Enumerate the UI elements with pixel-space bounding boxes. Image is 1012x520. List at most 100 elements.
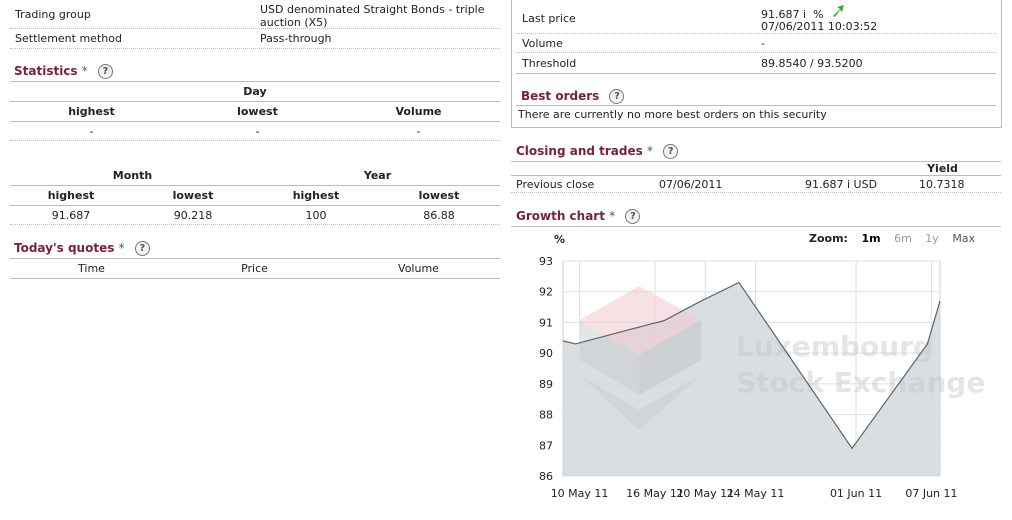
last-price-row: Last price 91.687 i % 07/06/2011 10:03:5… [516, 4, 996, 34]
previous-close-label: Previous close [516, 178, 595, 191]
x-tick-label: 07 Jun 11 [905, 487, 957, 500]
chart-unit-label: % [554, 233, 566, 246]
statistics-title: Statistics [14, 64, 78, 78]
zoom-1m-button[interactable]: 1m [861, 232, 881, 245]
day-col-highest: highest [68, 105, 115, 118]
closing-star: * [646, 144, 653, 158]
quotes-header-rule [10, 278, 500, 279]
help-icon[interactable]: ? [625, 209, 641, 224]
growth-star: * [609, 209, 616, 223]
closing-header-rule [511, 175, 1001, 176]
day-rule [10, 101, 500, 102]
yield-header: Yield [927, 162, 958, 175]
watermark-text-1: Luxembourg [736, 330, 933, 363]
volume-row: Volume - [516, 35, 996, 53]
best-orders-text: There are currently no more best orders … [518, 108, 827, 121]
day-val-highest: - [89, 125, 94, 138]
growth-chart: Luxembourg Stock Exchange 93 92 91 90 89 88 87… [539, 255, 985, 500]
volume-label: Volume [522, 37, 563, 50]
closing-heading: Closing and trades * ? [516, 144, 679, 159]
statistics-star: * [81, 64, 88, 78]
market-box [511, 0, 1002, 128]
previous-close-date: 07/06/2011 [659, 178, 723, 191]
x-tick-label: 01 Jun 11 [830, 487, 882, 500]
month-val-lowest: 90.218 [173, 209, 213, 222]
zoom-max-button[interactable]: Max [952, 232, 976, 245]
previous-close-yield: 10.7318 [919, 178, 965, 191]
y-tick-label: 90 [539, 347, 553, 360]
quotes-col-volume: Volume [398, 262, 439, 275]
y-tick-label: 89 [539, 378, 553, 391]
month-col-highest: highest [47, 189, 95, 202]
last-price-label: Last price [522, 12, 576, 25]
growth-rule [511, 226, 1001, 227]
year-val-lowest: 86.88 [423, 209, 455, 222]
year-label: Year [363, 169, 392, 182]
settlement-value: Pass-through [260, 32, 332, 45]
y-tick-label: 93 [539, 255, 553, 268]
quotes-star: * [118, 241, 125, 255]
day-label: Day [243, 85, 267, 98]
year-val-highest: 100 [305, 209, 327, 222]
statistics-rule [10, 81, 500, 82]
help-icon[interactable]: ? [134, 241, 150, 256]
month-col-lowest: lowest [172, 189, 214, 202]
y-tick-label: 87 [539, 439, 553, 452]
closing-title: Closing and trades [516, 144, 643, 158]
day-col-volume: Volume [395, 105, 442, 118]
series-line [562, 281, 941, 450]
month-val-highest: 91.687 [51, 209, 91, 222]
watermark-text-2: Stock Exchange [736, 366, 985, 399]
previous-close-price: 91.687 i USD [805, 178, 878, 191]
y-tick-label: 92 [539, 286, 553, 299]
zoom-bar: Zoom: 1m 6m 1y Max [809, 232, 975, 245]
previous-close-row: Previous close 07/06/2011 91.687 i USD 1… [511, 176, 1001, 193]
x-tick-label: 20 May 11 [676, 487, 734, 500]
month-year-rule [10, 185, 500, 186]
help-icon[interactable]: ? [609, 89, 625, 104]
best-orders-heading: Best orders ? [521, 89, 625, 104]
x-tick-label: 16 May 11 [626, 487, 684, 500]
x-tick-label: 10 May 11 [551, 487, 609, 500]
zoom-label: Zoom: [809, 232, 848, 245]
day-col-lowest: lowest [237, 105, 278, 118]
threshold-value: 89.8540 / 93.5200 [761, 57, 863, 70]
quotes-title: Today's quotes [14, 241, 115, 255]
month-year-header-rule [10, 205, 500, 206]
settlement-row: Settlement method Pass-through [10, 30, 500, 49]
day-row-rule [10, 140, 500, 141]
threshold-label: Threshold [522, 57, 577, 70]
quotes-col-time: Time [78, 262, 105, 275]
day-val-lowest: - [255, 125, 260, 138]
quotes-heading: Today's quotes * ? [14, 241, 150, 256]
best-orders-rule [516, 105, 996, 106]
quotes-rule [10, 258, 500, 259]
zoom-1y-button[interactable]: 1y [925, 232, 939, 245]
month-year-row-rule [10, 224, 500, 225]
closing-rule [511, 161, 1001, 162]
day-header-rule [10, 121, 500, 122]
trading-group-row: Trading group USD denominated Straight B… [10, 3, 500, 29]
best-orders-title: Best orders [521, 89, 600, 103]
last-price-time: 07/06/2011 10:03:52 [761, 20, 878, 33]
zoom-6m-button[interactable]: 6m [894, 232, 912, 245]
up-arrow-icon [831, 4, 845, 21]
threshold-row: Threshold 89.8540 / 93.5200 [516, 55, 996, 74]
settlement-label: Settlement method [15, 32, 122, 45]
trading-group-value-line2: auction (X5) [260, 16, 328, 29]
day-val-volume: - [416, 125, 421, 138]
y-tick-label: 88 [539, 409, 553, 422]
volume-value: - [761, 37, 765, 50]
trading-group-value-line1: USD denominated Straight Bonds - triple [260, 3, 485, 16]
year-col-lowest: lowest [418, 189, 460, 202]
help-icon[interactable]: ? [97, 64, 113, 79]
statistics-heading: Statistics * ? [14, 64, 113, 79]
year-col-highest: highest [292, 189, 340, 202]
month-label: Month [112, 169, 153, 182]
x-tick-label: 24 May 11 [727, 487, 785, 500]
y-tick-label: 86 [539, 470, 553, 483]
help-icon[interactable]: ? [663, 144, 679, 159]
quotes-col-price: Price [241, 262, 268, 275]
trading-group-label: Trading group [15, 8, 91, 21]
growth-heading: Growth chart * ? [516, 209, 641, 224]
